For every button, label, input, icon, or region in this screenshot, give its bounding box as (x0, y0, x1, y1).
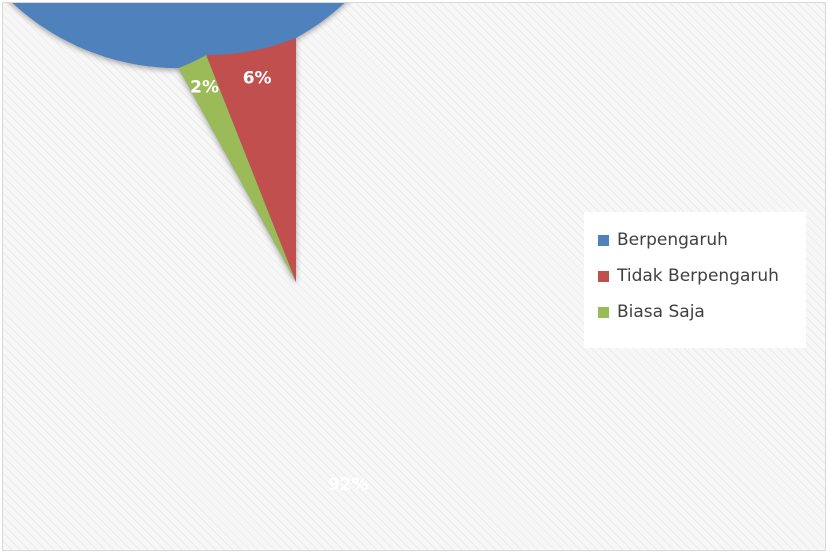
legend-item-berpengaruh: Berpengaruh (598, 222, 806, 258)
data-label-tidak-berpengaruh: 6% (243, 68, 272, 88)
legend-label-biasa-saja: Biasa Saja (617, 302, 705, 322)
legend: Berpengaruh Tidak Berpengaruh Biasa Saja (584, 212, 806, 348)
legend-label-berpengaruh: Berpengaruh (617, 230, 728, 250)
pie-slice-biasa-saja (178, 55, 296, 282)
data-label-biasa-saja: 2% (190, 78, 219, 98)
legend-label-tidak-berpengaruh: Tidak Berpengaruh (617, 266, 779, 286)
legend-swatch-berpengaruh (598, 234, 609, 246)
legend-item-tidak-berpengaruh: Tidak Berpengaruh (598, 258, 806, 294)
legend-swatch-biasa-saja (598, 306, 609, 318)
pie-slice-tidak-berpengaruh (206, 38, 296, 282)
pie-chart: 92% 6% 2% (12, 3, 369, 495)
legend-swatch-tidak-berpengaruh (598, 270, 609, 282)
data-label-berpengaruh: 92% (328, 475, 369, 495)
pie-slice-berpengaruh (12, 3, 345, 282)
legend-item-biasa-saja: Biasa Saja (598, 294, 806, 330)
